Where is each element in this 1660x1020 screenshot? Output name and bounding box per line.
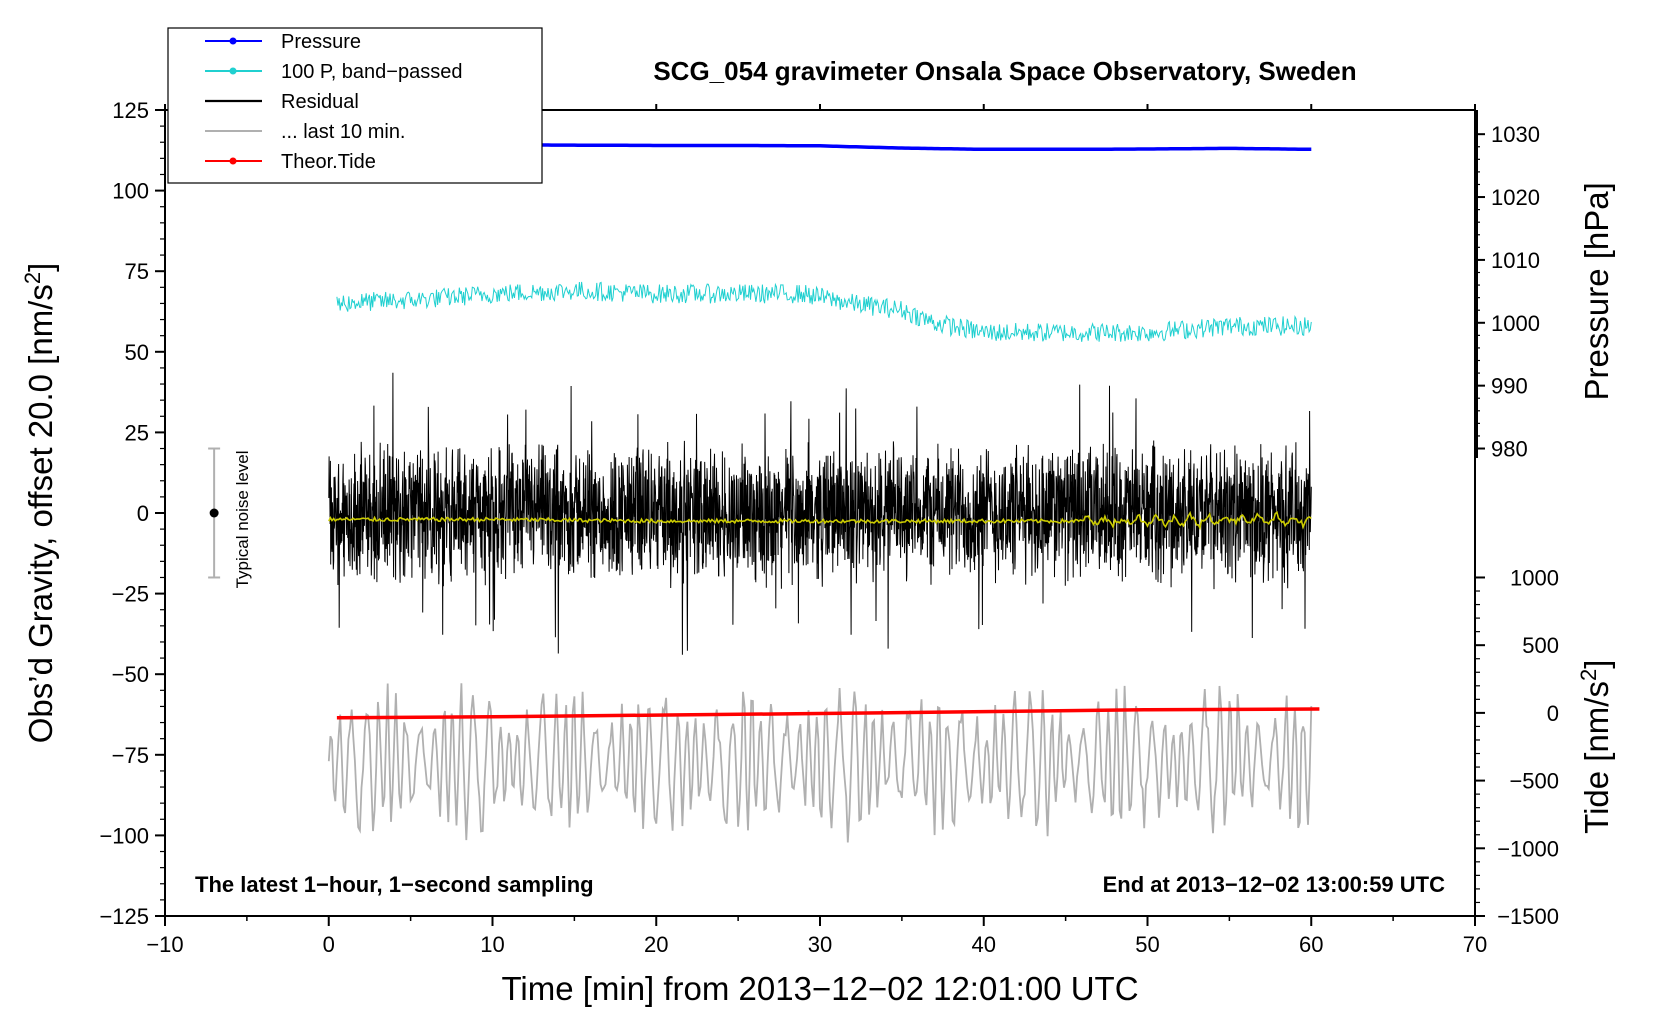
- series-smoothed-residual: [328, 510, 1312, 531]
- y-tick-label: 50: [125, 340, 149, 365]
- legend-swatch-marker: [229, 157, 237, 165]
- y-tick-label: −50: [112, 662, 149, 687]
- y-axis-tide-title-end: ]: [1578, 660, 1615, 669]
- y-axis-left-title-main: Obs’d Gravity, offset 20.0 [nm/s: [22, 284, 59, 743]
- y-tick-label: 100: [112, 179, 149, 204]
- tide-tick-label: 0: [1547, 701, 1559, 726]
- noise-level-label: Typical noise level: [233, 450, 252, 588]
- pressure-tick-label: 1030: [1491, 122, 1540, 147]
- series-last-10-min: [327, 683, 1313, 843]
- pressure-tick-label: 990: [1491, 374, 1528, 399]
- legend: Pressure 100 P, band−passed Residual ... la…: [167, 27, 543, 184]
- y-tick-label: −100: [99, 823, 149, 848]
- y-axis-tide-title: Tide [nm/s2]: [1576, 660, 1615, 834]
- tide-tick-label: −500: [1509, 769, 1559, 794]
- y-tick-label: 125: [112, 98, 149, 123]
- y-axis-tide-title-main: Tide [nm/s: [1578, 681, 1615, 834]
- pressure-tick-label: 1020: [1491, 185, 1540, 210]
- x-tick-label: −10: [146, 932, 183, 957]
- pressure-tick-label: 1010: [1491, 248, 1540, 273]
- pressure-tick-label: 980: [1491, 437, 1528, 462]
- y-tick-label: −125: [99, 904, 149, 929]
- annotation-bottom-right: End at 2013−12−02 13:00:59 UTC: [1103, 872, 1446, 897]
- annotation-bottom-left: The latest 1−hour, 1−second sampling: [195, 872, 594, 897]
- legend-box: [167, 27, 543, 184]
- y-axis-pressure: 980 990 1000 1010 1020 1030: [1475, 110, 1540, 462]
- x-tick-label: 30: [808, 932, 832, 957]
- legend-swatch-marker: [229, 67, 237, 75]
- pressure-tick-label: 1000: [1491, 311, 1540, 336]
- y-axis-left-title-end: ]: [22, 263, 59, 272]
- y-tick-label: 75: [125, 259, 149, 284]
- noise-center-dot: [209, 508, 219, 518]
- y-axis-left: −125 −100 −75 −50 −25 0 25 50 75 100 125: [99, 98, 165, 929]
- y-tick-label: 25: [125, 420, 149, 445]
- x-tick-label: 70: [1463, 932, 1487, 957]
- plot-content: [327, 142, 1320, 843]
- y-tick-label: −25: [112, 582, 149, 607]
- y-axis-tide: −1500 −1000 −500 0 500 1000: [1475, 565, 1559, 929]
- series-band-passed: [336, 281, 1312, 342]
- y-axis-tide-title-sup: 2: [1576, 669, 1601, 681]
- x-tick-label: 10: [480, 932, 504, 957]
- y-axis-left-title-sup: 2: [20, 272, 45, 284]
- legend-swatch-marker: [229, 37, 237, 45]
- y-axis-pressure-title: Pressure [hPa]: [1578, 182, 1615, 400]
- y-tick-label: 0: [137, 501, 149, 526]
- noise-level-indicator: Typical noise level: [208, 447, 252, 588]
- series-residual: [328, 372, 1312, 655]
- legend-label: Residual: [281, 91, 359, 113]
- y-tick-label: −75: [112, 743, 149, 768]
- chart-title: SCG_054 gravimeter Onsala Space Observat…: [653, 56, 1356, 86]
- legend-label: Pressure: [281, 31, 361, 53]
- legend-label: 100 P, band−passed: [281, 61, 462, 83]
- x-tick-label: 50: [1135, 932, 1159, 957]
- tide-tick-label: −1500: [1497, 904, 1559, 929]
- x-tick-label: 0: [323, 932, 335, 957]
- x-axis-title: Time [min] from 2013−12−02 12:01:00 UTC: [501, 970, 1138, 1007]
- tide-tick-label: 1000: [1510, 565, 1559, 590]
- x-axis: −10 0 10 20 30 40 50 60 70: [146, 104, 1487, 957]
- series-theor-tide: [336, 707, 1320, 720]
- x-tick-label: 60: [1299, 932, 1323, 957]
- legend-label: ... last 10 min.: [281, 121, 406, 143]
- y-axis-left-title: Obs’d Gravity, offset 20.0 [nm/s2]: [20, 263, 59, 744]
- x-tick-label: 40: [972, 932, 996, 957]
- tide-tick-label: 500: [1522, 633, 1559, 658]
- tide-tick-label: −1000: [1497, 836, 1559, 861]
- x-tick-label: 20: [644, 932, 668, 957]
- legend-label: Theor.Tide: [281, 151, 376, 173]
